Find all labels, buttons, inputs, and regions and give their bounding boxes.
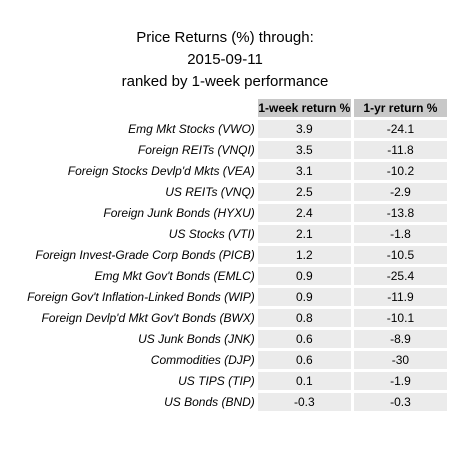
- table-row: Foreign REITs (VNQI) 3.5 -11.8: [23, 141, 447, 159]
- cell-1-yr-return: -10.5: [353, 246, 447, 264]
- header-corner: [23, 99, 255, 117]
- cell-1-week-return: 3.1: [257, 162, 351, 180]
- row-label: Foreign Invest-Grade Corp Bonds (PICB): [35, 248, 255, 262]
- table-row: Foreign Devlp'd Mkt Gov't Bonds (BWX) 0.8…: [23, 309, 447, 327]
- table-row: Foreign Stocks Devlp'd Mkts (VEA) 3.1 -10.…: [23, 162, 447, 180]
- chart-title: Price Returns (%) through: 2015-09-11 ra…: [0, 28, 450, 94]
- row-label: US Junk Bonds (JNK): [138, 332, 255, 346]
- cell-1-week-return: 0.6: [257, 330, 351, 348]
- cell-1-yr-return: -24.1: [353, 120, 447, 138]
- table-row: US TIPS (TIP) 0.1 -1.9: [23, 372, 447, 390]
- table-row: Foreign Invest-Grade Corp Bonds (PICB) 1.…: [23, 246, 447, 264]
- row-label: US TIPS (TIP): [178, 374, 255, 388]
- table-row: Foreign Junk Bonds (HYXU) 2.4 -13.8: [23, 204, 447, 222]
- column-header-1-week: 1-week return %: [257, 99, 351, 117]
- cell-1-week-return: 0.9: [257, 267, 351, 285]
- title-line-2-date: 2015-09-11: [187, 51, 263, 68]
- cell-1-week-return: 2.5: [257, 183, 351, 201]
- table-row: Emg Mkt Stocks (VWO) 3.9 -24.1: [23, 120, 447, 138]
- cell-1-week-return: 2.4: [257, 204, 351, 222]
- cell-1-yr-return: -0.3: [353, 393, 447, 411]
- cell-1-yr-return: -11.9: [353, 288, 447, 306]
- cell-1-week-return: 2.1: [257, 225, 351, 243]
- cell-1-week-return: 0.9: [257, 288, 351, 306]
- table-row: Emg Mkt Gov't Bonds (EMLC) 0.9 -25.4: [23, 267, 447, 285]
- cell-1-week-return: 3.9: [257, 120, 351, 138]
- row-label: Foreign REITs (VNQI): [137, 143, 255, 157]
- returns-table: 1-week return % 1-yr return % Emg Mkt St…: [20, 96, 450, 414]
- cell-1-week-return: 1.2: [257, 246, 351, 264]
- row-label: Foreign Junk Bonds (HYXU): [103, 206, 255, 220]
- cell-1-week-return: -0.3: [257, 393, 351, 411]
- cell-1-week-return: 3.5: [257, 141, 351, 159]
- cell-1-yr-return: -2.9: [353, 183, 447, 201]
- row-label: US Stocks (VTI): [168, 227, 255, 241]
- cell-1-yr-return: -10.1: [353, 309, 447, 327]
- table-row: US Stocks (VTI) 2.1 -1.8: [23, 225, 447, 243]
- header-row: 1-week return % 1-yr return %: [23, 99, 447, 117]
- cell-1-yr-return: -10.2: [353, 162, 447, 180]
- row-label: Foreign Stocks Devlp'd Mkts (VEA): [67, 164, 255, 178]
- row-label: US Bonds (BND): [164, 395, 255, 409]
- cell-1-week-return: 0.1: [257, 372, 351, 390]
- cell-1-yr-return: -8.9: [353, 330, 447, 348]
- cell-1-week-return: 0.8: [257, 309, 351, 327]
- table-body: Emg Mkt Stocks (VWO) 3.9 -24.1 Foreign REIT…: [23, 120, 447, 411]
- cell-1-yr-return: -11.8: [353, 141, 447, 159]
- row-label: Commodities (DJP): [150, 353, 255, 367]
- cell-1-yr-return: -25.4: [353, 267, 447, 285]
- table-row: US Bonds (BND) -0.3 -0.3: [23, 393, 447, 411]
- column-header-1-yr: 1-yr return %: [353, 99, 447, 117]
- cell-1-yr-return: -13.8: [353, 204, 447, 222]
- title-line-3-subtitle: ranked by 1-week performance: [121, 73, 329, 90]
- table-row: Commodities (DJP) 0.6 -30: [23, 351, 447, 369]
- row-label: Foreign Gov't Inflation-Linked Bonds (WI…: [27, 290, 255, 304]
- row-label: US REITs (VNQ): [165, 185, 255, 199]
- cell-1-yr-return: -1.9: [353, 372, 447, 390]
- title-line-1: Price Returns (%) through:: [136, 29, 314, 46]
- table-row: US Junk Bonds (JNK) 0.6 -8.9: [23, 330, 447, 348]
- row-label: Foreign Devlp'd Mkt Gov't Bonds (BWX): [41, 311, 255, 325]
- row-label: Emg Mkt Gov't Bonds (EMLC): [94, 269, 255, 283]
- cell-1-yr-return: -1.8: [353, 225, 447, 243]
- table-row: US REITs (VNQ) 2.5 -2.9: [23, 183, 447, 201]
- cell-1-week-return: 0.6: [257, 351, 351, 369]
- cell-1-yr-return: -30: [353, 351, 447, 369]
- row-label: Emg Mkt Stocks (VWO): [128, 122, 255, 136]
- table-row: Foreign Gov't Inflation-Linked Bonds (WI…: [23, 288, 447, 306]
